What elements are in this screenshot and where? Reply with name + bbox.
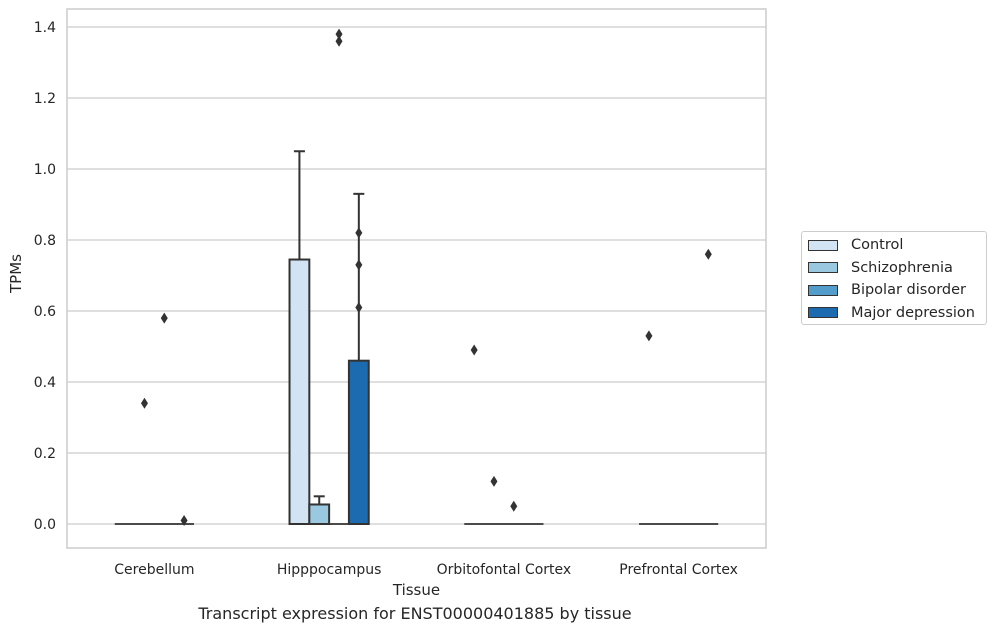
- legend-swatch: [808, 262, 838, 273]
- outlier-point: [160, 312, 168, 324]
- x-tick-label: Prefrontal Cortex: [619, 562, 738, 578]
- legend-label: Bipolar disorder: [851, 282, 966, 298]
- chart-legend: Control Schizophrenia Bipolar disorder Majo…: [801, 231, 987, 325]
- y-tick-label: 0.8: [34, 233, 56, 249]
- legend-item: Bipolar disorder: [808, 280, 966, 300]
- outlier-point: [355, 301, 363, 313]
- y-tick-label: 0.2: [34, 446, 56, 462]
- x-tick-label: Cerebellum: [114, 562, 194, 578]
- y-tick-label: 0.6: [34, 304, 56, 320]
- legend-item: Control: [808, 235, 903, 255]
- plot-frame: [66, 8, 767, 549]
- outlier-point: [645, 330, 653, 342]
- outlier-point: [180, 514, 188, 526]
- legend-swatch: [808, 239, 838, 251]
- chart-caption: Transcript expression for ENST0000040188…: [198, 604, 632, 623]
- bar: [347, 359, 370, 526]
- outlier-point: [355, 227, 363, 239]
- legend-label: Control: [851, 237, 904, 253]
- outlier-point: [510, 500, 518, 512]
- y-axis-title: TPMs: [7, 254, 25, 294]
- x-tick-label: Hipppocampus: [277, 562, 382, 578]
- outlier-point: [335, 28, 343, 40]
- x-tick-label: Orbitofontal Cortex: [437, 562, 572, 578]
- outlier-point: [355, 259, 363, 271]
- legend-swatch: [808, 284, 838, 296]
- bar: [288, 258, 311, 525]
- legend-label: Major depression: [851, 304, 975, 321]
- x-axis-title: Tissue: [392, 581, 440, 599]
- outlier-point: [470, 344, 478, 356]
- legend-swatch: [808, 307, 838, 318]
- legend-item: Major depression: [808, 303, 975, 323]
- y-tick-label: 0.0: [34, 517, 56, 533]
- outlier-point: [140, 397, 148, 409]
- y-tick-label: 0.4: [34, 375, 56, 391]
- legend-label: Schizophrenia: [851, 259, 953, 276]
- y-tick-label: 1.4: [34, 20, 56, 36]
- outlier-point: [335, 35, 343, 47]
- outlier-point: [704, 248, 712, 260]
- legend-item: Schizophrenia: [808, 258, 953, 278]
- bar: [308, 503, 331, 526]
- outlier-point: [490, 475, 498, 487]
- y-tick-label: 1.2: [34, 91, 56, 107]
- y-tick-label: 1.0: [34, 162, 56, 178]
